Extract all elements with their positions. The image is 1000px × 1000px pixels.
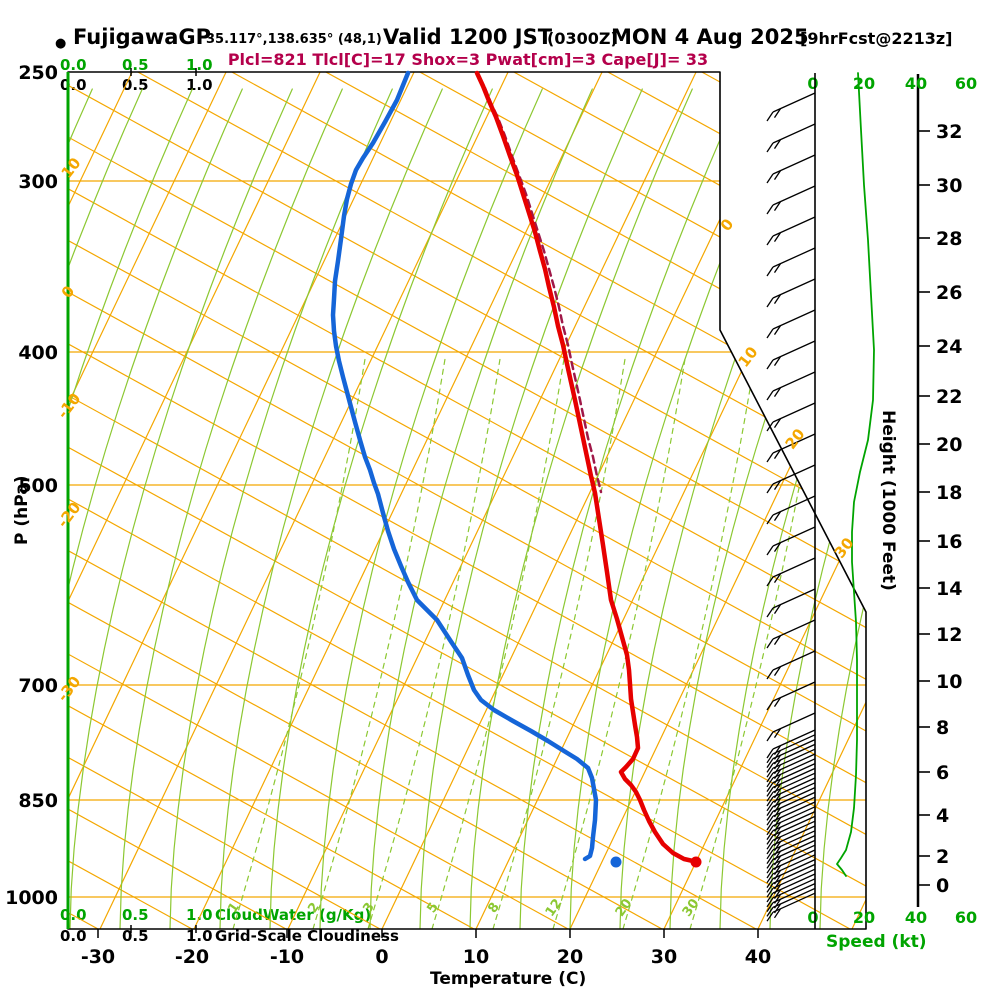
svg-text:-10: -10: [54, 390, 85, 422]
dewpoint-curve: [330, 70, 599, 862]
station-bullet-icon: ●: [55, 36, 67, 51]
speed-axis-title: Speed (kt): [826, 932, 927, 952]
station-name: FujigawaGP: [73, 25, 212, 49]
mixing-ratio-labels: 1 2 3 5 8 12 20 30: [225, 896, 702, 919]
surface-dots: [610, 856, 702, 868]
svg-text:30: 30: [936, 175, 962, 197]
svg-text:1000: 1000: [5, 887, 58, 909]
moist-adiabat-lines: [68, 88, 866, 929]
svg-text:40: 40: [745, 946, 771, 968]
svg-text:20: 20: [853, 74, 875, 93]
surface-temperature-dot: [690, 856, 702, 868]
svg-text:300: 300: [18, 171, 58, 193]
plot-border: [66, 68, 867, 933]
svg-text:8: 8: [936, 717, 949, 739]
svg-text:20: 20: [782, 425, 809, 453]
svg-text:32: 32: [936, 121, 962, 143]
svg-text:8: 8: [485, 900, 502, 916]
valid-date: MON 4 Aug 2025: [611, 25, 809, 49]
svg-text:10: 10: [58, 154, 85, 182]
valid-time: Valid 1200 JST: [383, 25, 553, 49]
background-line-families: [68, 72, 866, 929]
wind-speed-curve: [836, 72, 875, 877]
station-coords: 35.117°,138.635° (48,1): [206, 32, 382, 47]
svg-text:-30: -30: [54, 673, 85, 705]
cloudwater-scale-top-10: 1.0: [186, 56, 213, 74]
svg-text:5: 5: [424, 900, 441, 916]
svg-text:20: 20: [936, 434, 962, 456]
temperature-axis: -30 -20 -10 0 10 20 30 40: [81, 929, 771, 968]
wind-barbs: [766, 92, 816, 922]
svg-text:-20: -20: [54, 499, 85, 531]
pressure-tick-labels: 250 300 400 500 700 850 1000: [5, 62, 58, 909]
svg-text:0: 0: [807, 908, 818, 927]
svg-text:10: 10: [936, 671, 962, 693]
svg-text:-30: -30: [81, 946, 115, 968]
svg-text:6: 6: [936, 762, 949, 784]
svg-text:0: 0: [807, 74, 818, 93]
svg-text:1: 1: [225, 900, 242, 916]
surface-dewpoint-dot: [610, 856, 622, 868]
svg-text:20: 20: [557, 946, 583, 968]
svg-text:4: 4: [936, 805, 949, 827]
cloudwater-scale-top-0: 0.0: [60, 56, 87, 74]
mixing-ratio-lines: [232, 358, 823, 929]
sounding-parameters: Plcl=821 Tlcl[C]=17 Shox=3 Pwat[cm]=3 Ca…: [227, 50, 709, 69]
svg-text:22: 22: [936, 386, 962, 408]
svg-text:60: 60: [955, 908, 977, 927]
cloudwater-scale-bot-10: 1.0: [186, 906, 213, 924]
cloudwater-scale-bot-05: 0.5: [122, 906, 149, 924]
svg-text:500: 500: [18, 475, 58, 497]
svg-text:28: 28: [936, 228, 962, 250]
svg-text:30: 30: [651, 946, 677, 968]
svg-text:850: 850: [18, 790, 58, 812]
svg-text:-20: -20: [175, 946, 209, 968]
forecast-tag: [9hrFcst@2213z]: [800, 29, 953, 48]
cloudwater-scale-top-05: 0.5: [122, 56, 149, 74]
valid-time-z: (0300Z): [547, 29, 618, 48]
svg-text:700: 700: [18, 675, 58, 697]
svg-text:10: 10: [463, 946, 489, 968]
svg-text:0: 0: [375, 946, 388, 968]
svg-text:20: 20: [853, 908, 875, 927]
svg-text:3: 3: [360, 900, 377, 916]
cloudiness-scale-bot-05: 0.5: [122, 927, 149, 945]
svg-text:-10: -10: [270, 946, 304, 968]
svg-text:2: 2: [936, 846, 949, 868]
svg-text:26: 26: [936, 282, 962, 304]
svg-text:400: 400: [18, 342, 58, 364]
svg-text:18: 18: [936, 482, 962, 504]
svg-text:250: 250: [18, 62, 58, 84]
svg-text:40: 40: [905, 908, 927, 927]
svg-text:0: 0: [936, 875, 949, 897]
cloudiness-scale-bot-0: 0.0: [60, 927, 87, 945]
cloudwater-axis-title: CloudWater (g/Kg): [215, 906, 372, 924]
svg-text:14: 14: [936, 578, 962, 600]
svg-text:12: 12: [936, 624, 962, 646]
svg-text:60: 60: [955, 74, 977, 93]
svg-text:16: 16: [936, 531, 962, 553]
temperature-axis-title: Temperature (C): [430, 969, 587, 989]
svg-text:30: 30: [831, 534, 858, 562]
svg-text:40: 40: [905, 74, 927, 93]
svg-text:24: 24: [936, 336, 962, 358]
temperature-curve: [474, 70, 696, 864]
cloudiness-axis-title: Grid-Scale Cloudiness: [215, 927, 399, 945]
